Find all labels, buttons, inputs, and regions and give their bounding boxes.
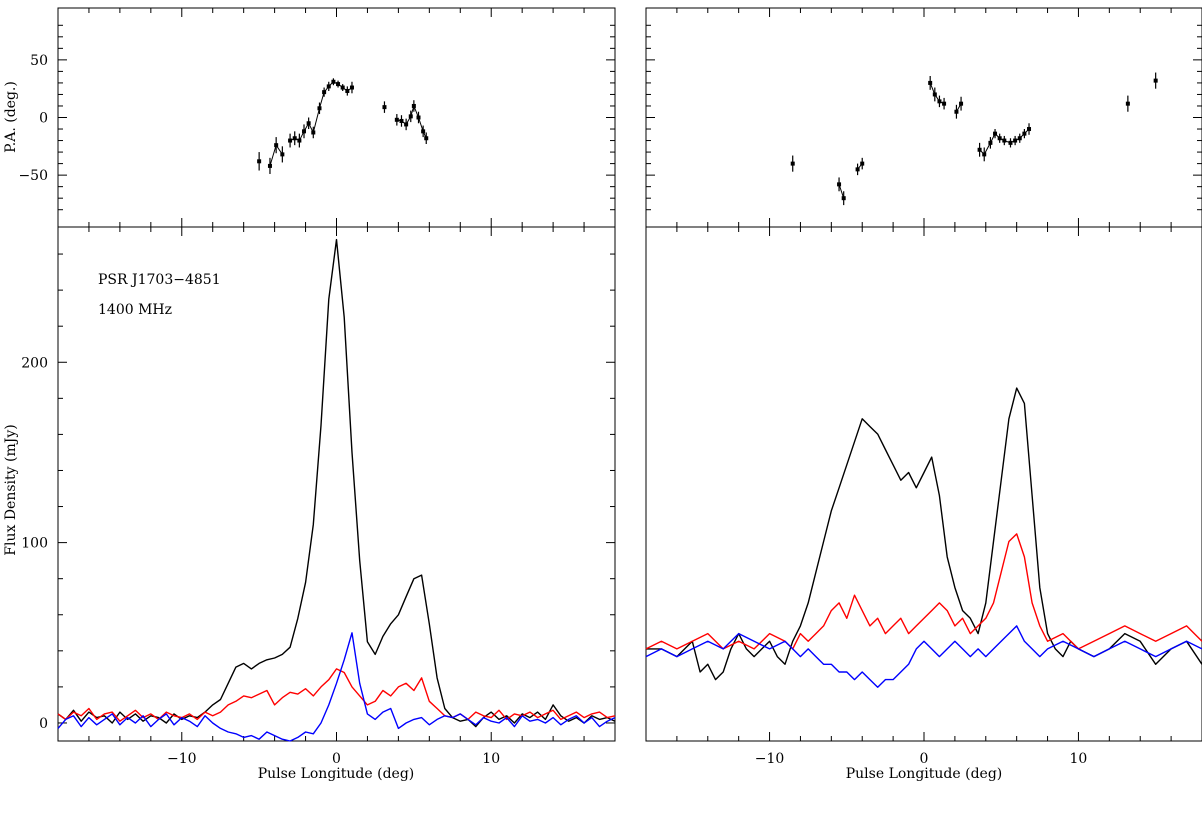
profile-series-line bbox=[645, 625, 1202, 688]
profile-series-line bbox=[646, 387, 1202, 681]
pa-point bbox=[860, 161, 865, 166]
pa-point bbox=[311, 130, 316, 135]
pa-point bbox=[1125, 101, 1130, 106]
pa-point bbox=[928, 80, 933, 85]
pa-y-tick-label: −50 bbox=[18, 168, 48, 184]
pa-point bbox=[937, 99, 942, 104]
pa-point bbox=[997, 136, 1002, 141]
pa-point bbox=[349, 85, 354, 90]
pa-point bbox=[982, 152, 987, 157]
pa-point bbox=[959, 101, 964, 106]
pa-segment bbox=[418, 117, 424, 132]
pa-point bbox=[421, 129, 426, 134]
pa-segment bbox=[269, 145, 277, 167]
pa-point bbox=[326, 84, 331, 89]
pulsar-name-annotation: PSR J1703−4851 bbox=[98, 272, 221, 288]
pa-point bbox=[416, 115, 421, 120]
pa-point bbox=[1027, 127, 1032, 132]
pa-y-tick-label: 0 bbox=[39, 111, 48, 127]
pa-point bbox=[340, 85, 345, 90]
pa-point bbox=[424, 136, 429, 141]
left-pa-ylabel: P.A. (deg.) bbox=[3, 81, 19, 153]
pa-point bbox=[1022, 131, 1027, 136]
x-tick-label: −10 bbox=[755, 751, 785, 767]
x-tick-label: −10 bbox=[167, 751, 197, 767]
pa-point bbox=[1153, 78, 1158, 83]
pa-point bbox=[837, 182, 842, 187]
pa-point bbox=[954, 109, 959, 114]
pa-point bbox=[302, 129, 307, 134]
pa-point bbox=[322, 90, 327, 95]
pa-point bbox=[336, 82, 341, 87]
pa-y-tick-label: 50 bbox=[30, 53, 48, 69]
pa-point bbox=[306, 121, 311, 126]
pa-point bbox=[855, 167, 860, 172]
pa-point bbox=[274, 143, 279, 148]
pa-point bbox=[394, 117, 399, 122]
pa-point bbox=[408, 114, 413, 119]
pa-point bbox=[280, 152, 285, 157]
profile-series-line bbox=[645, 533, 1202, 650]
x-tick-label: 0 bbox=[332, 751, 341, 767]
profile-y-tick-label: 200 bbox=[21, 355, 48, 371]
pa-point bbox=[411, 103, 416, 108]
pa-point bbox=[932, 92, 937, 97]
pa-point bbox=[404, 122, 409, 127]
pa-point bbox=[331, 79, 336, 84]
pa-point bbox=[257, 159, 262, 164]
right-profile-frame bbox=[645, 226, 1202, 742]
pa-point bbox=[1002, 138, 1007, 143]
pa-point bbox=[399, 118, 404, 123]
right-xlabel: Pulse Longitude (deg) bbox=[846, 766, 1003, 782]
left-xlabel: Pulse Longitude (deg) bbox=[258, 766, 415, 782]
pa-segment bbox=[312, 108, 320, 133]
pa-point bbox=[288, 138, 293, 143]
profile-series-line bbox=[57, 668, 616, 722]
left-profile-ylabel: Flux Density (mJy) bbox=[3, 424, 19, 555]
x-tick-label: 10 bbox=[482, 751, 500, 767]
pa-point bbox=[977, 147, 982, 152]
profile-series-line bbox=[57, 238, 616, 728]
pa-point bbox=[317, 106, 322, 111]
profile-series-line bbox=[57, 632, 616, 742]
chart-marks: −10 0 10 −50 0 50 0 100 200 −10 0 10 bbox=[18, 8, 1202, 767]
pa-segment bbox=[838, 184, 845, 199]
pa-point bbox=[790, 161, 795, 166]
pa-segment bbox=[319, 92, 325, 109]
pa-point bbox=[993, 131, 998, 136]
pa-point bbox=[1008, 140, 1013, 145]
left-pa-frame bbox=[57, 7, 616, 228]
pa-point bbox=[267, 163, 272, 168]
x-tick-label: 10 bbox=[1070, 751, 1088, 767]
pa-point bbox=[988, 140, 993, 145]
pa-point bbox=[382, 105, 387, 110]
pa-point bbox=[345, 88, 350, 93]
frequency-annotation: 1400 MHz bbox=[98, 302, 172, 318]
pa-point bbox=[1013, 138, 1018, 143]
pa-point bbox=[297, 138, 302, 143]
profile-y-tick-label: 100 bbox=[21, 536, 48, 552]
pa-point bbox=[1017, 136, 1022, 141]
pa-point bbox=[942, 101, 947, 106]
x-tick-label: 0 bbox=[920, 751, 929, 767]
pa-point bbox=[292, 136, 297, 141]
right-pa-frame bbox=[645, 7, 1202, 228]
pa-point bbox=[841, 196, 846, 201]
profile-y-tick-label: 0 bbox=[39, 716, 48, 732]
